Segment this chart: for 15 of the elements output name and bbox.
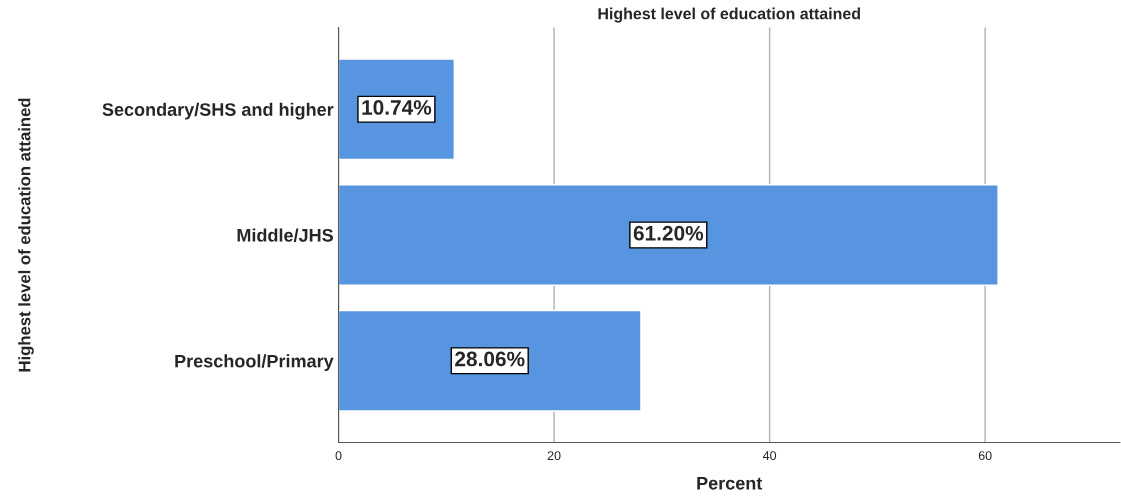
data-label: 61.20%: [633, 225, 704, 241]
x-axis-title: Percent: [697, 477, 763, 490]
y-tick-label: Middle/JHS: [237, 228, 333, 242]
data-label: 10.74%: [362, 100, 432, 115]
x-tick-label: 0: [335, 451, 342, 461]
bar: [338, 309, 642, 412]
bar: [338, 184, 999, 286]
chart-title: Highest level of education attained: [598, 7, 860, 23]
y-tick-label: Preschool/Primary: [175, 354, 334, 372]
y-axis-title: Highest level of education attained: [18, 98, 34, 372]
x-tick-label: 40: [762, 451, 777, 461]
x-tick-label: 60: [978, 451, 992, 461]
data-label: 28.06%: [455, 351, 525, 367]
x-tick-label: 20: [547, 451, 561, 461]
y-tick-label: Secondary/SHS and higher: [102, 102, 334, 120]
